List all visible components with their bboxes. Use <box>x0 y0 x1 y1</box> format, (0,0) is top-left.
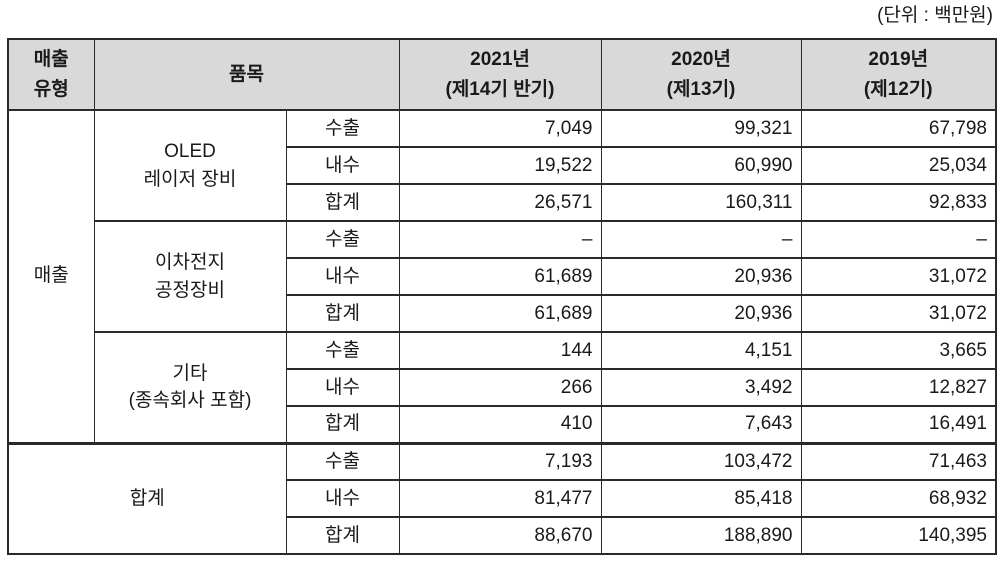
value-2021: 61,689 <box>398 294 602 333</box>
value-2019: 31,072 <box>800 257 997 296</box>
header-row: 매출 유형 품목 2021년 (제14기 반기) 2020년 (제13기) 20… <box>7 38 997 111</box>
table-row: 합계 61,689 20,936 31,072 <box>8 294 997 333</box>
type-cell: 수출 <box>285 109 400 148</box>
value-2021: 7,049 <box>398 109 602 148</box>
value-2020: 188,890 <box>600 516 802 555</box>
value-2021: 26,571 <box>398 183 602 222</box>
unit-label: (단위 : 백만원) <box>877 5 993 26</box>
value-2019: 12,827 <box>800 368 997 407</box>
item-cell-oled: OLED 레이저 장비 <box>93 109 287 222</box>
value-2019: 3,665 <box>800 331 997 370</box>
item-cell-battery: 이차전지 공정장비 <box>93 220 287 333</box>
header-item: 품목 <box>93 38 400 111</box>
value-2020: 20,936 <box>600 257 802 296</box>
type-cell: 내수 <box>285 479 400 518</box>
table-row: 합계 410 7,643 16,491 <box>8 405 997 444</box>
sales-by-item-table: 매출 유형 품목 2021년 (제14기 반기) 2020년 (제13기) 20… <box>7 38 997 555</box>
value-2021: 144 <box>398 331 602 370</box>
table-row: 매출 OLED 레이저 장비 수출 7,049 99,321 67,798 <box>7 109 997 444</box>
table-row: 내수 81,477 85,418 68,932 <box>8 479 997 518</box>
type-cell: 내수 <box>285 146 400 185</box>
value-2020: 20,936 <box>600 294 802 333</box>
table-row: 합계 수출 7,193 103,472 71,463 <box>7 441 997 555</box>
value-2021: 266 <box>398 368 602 407</box>
value-2019: 140,395 <box>800 516 997 555</box>
value-2019: 67,798 <box>800 109 997 148</box>
value-2020: 103,472 <box>600 441 802 481</box>
value-2021: 61,689 <box>398 257 602 296</box>
value-2021: 81,477 <box>398 479 602 518</box>
item-cell-other: 기타 (종속회사 포함) <box>93 331 287 444</box>
table-row: 기타 (종속회사 포함) 수출 144 4,151 3,665 <box>8 331 997 444</box>
table-row: 내수 19,522 60,990 25,034 <box>8 146 997 185</box>
header-year-2020: 2020년 (제13기) <box>600 38 802 111</box>
table-row: 내수 266 3,492 12,827 <box>8 368 997 407</box>
value-2020: 7,643 <box>600 405 802 444</box>
type-cell: 내수 <box>285 368 400 407</box>
value-2021: 88,670 <box>398 516 602 555</box>
table-row: 내수 61,689 20,936 31,072 <box>8 257 997 296</box>
value-2019: 25,034 <box>800 146 997 185</box>
value-2021: – <box>398 220 602 259</box>
value-2021: 410 <box>398 405 602 444</box>
value-2021: 19,522 <box>398 146 602 185</box>
value-2020: 4,151 <box>600 331 802 370</box>
value-2019: 16,491 <box>800 405 997 444</box>
table-row: 합계 88,670 188,890 140,395 <box>8 516 997 555</box>
value-2019: 92,833 <box>800 183 997 222</box>
type-cell: 합계 <box>285 516 400 555</box>
value-2020: 160,311 <box>600 183 802 222</box>
value-2019: 71,463 <box>800 441 997 481</box>
value-2020: 85,418 <box>600 479 802 518</box>
table-row: 이차전지 공정장비 수출 – – – <box>8 220 997 333</box>
value-2020: 60,990 <box>600 146 802 185</box>
value-2020: 99,321 <box>600 109 802 148</box>
type-cell: 내수 <box>285 257 400 296</box>
type-cell: 합계 <box>285 405 400 444</box>
value-2019: 31,072 <box>800 294 997 333</box>
value-2019: 68,932 <box>800 479 997 518</box>
header-sales-type: 매출 유형 <box>7 38 95 111</box>
sales-type-cell: 매출 <box>7 109 95 444</box>
type-cell: 합계 <box>285 183 400 222</box>
value-2021: 7,193 <box>398 441 602 481</box>
type-cell: 수출 <box>285 331 400 370</box>
value-2019: – <box>800 220 997 259</box>
type-cell: 합계 <box>285 294 400 333</box>
table-row: 합계 26,571 160,311 92,833 <box>8 183 997 222</box>
value-2020: 3,492 <box>600 368 802 407</box>
value-2020: – <box>600 220 802 259</box>
type-cell: 수출 <box>285 220 400 259</box>
type-cell: 수출 <box>285 441 400 481</box>
header-year-2019: 2019년 (제12기) <box>800 38 997 111</box>
total-label-cell: 합계 <box>7 441 287 555</box>
header-year-2021: 2021년 (제14기 반기) <box>398 38 602 111</box>
